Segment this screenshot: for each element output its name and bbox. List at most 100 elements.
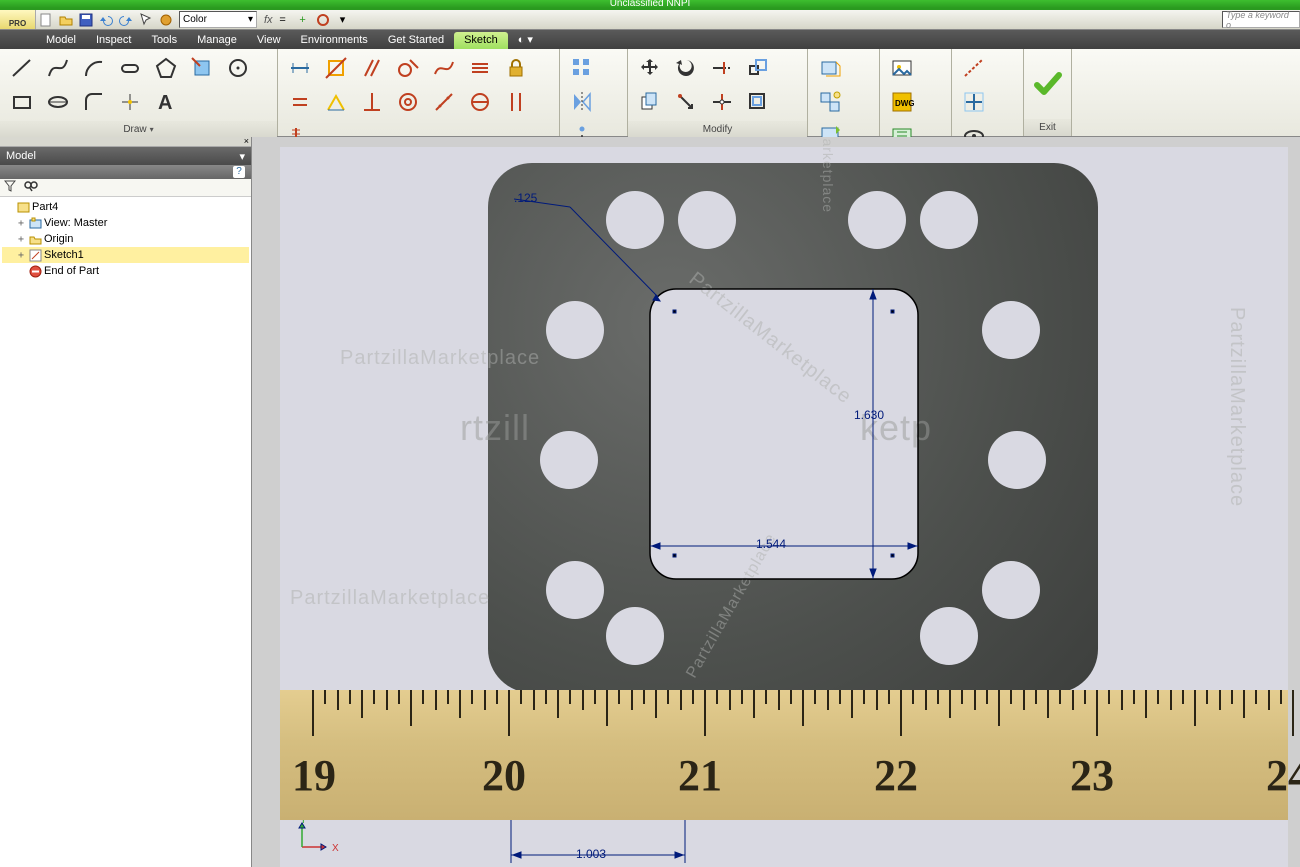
project-geometry-icon[interactable] xyxy=(185,52,219,84)
dim-below[interactable]: 1.003 xyxy=(574,847,608,861)
tree-twisty-icon[interactable]: + xyxy=(16,218,26,229)
ruler-tick xyxy=(545,690,547,704)
extend-tool-icon[interactable] xyxy=(669,86,703,118)
parallel-constraint-icon[interactable] xyxy=(355,52,389,84)
tree-node-view-master[interactable]: +View: Master xyxy=(2,215,249,231)
concentric-constraint-icon[interactable] xyxy=(391,86,425,118)
tab-sketch[interactable]: Sketch xyxy=(454,32,508,49)
polygon-tool-icon[interactable] xyxy=(149,52,183,84)
ruler-tick xyxy=(1268,690,1270,710)
make-components-icon[interactable] xyxy=(813,86,847,118)
search-browser-icon[interactable] xyxy=(24,179,38,197)
view-icon xyxy=(28,216,42,230)
equals-icon[interactable]: = xyxy=(274,11,292,29)
ruler-tick xyxy=(520,690,522,704)
app-menu-button[interactable]: PRO xyxy=(0,10,36,29)
tree-twisty-icon[interactable]: + xyxy=(16,234,26,245)
scale-tool-icon[interactable] xyxy=(741,52,775,84)
smooth-constraint-icon[interactable] xyxy=(427,52,461,84)
point-tool-icon[interactable] xyxy=(113,86,147,118)
tab-manage[interactable]: Manage xyxy=(187,32,247,49)
lock-constraint-icon[interactable] xyxy=(499,52,533,84)
tree-node-end-of-part[interactable]: End of Part xyxy=(2,263,249,279)
tab-tools[interactable]: Tools xyxy=(141,32,187,49)
dim-leader[interactable]: .125 xyxy=(512,191,539,205)
open-file-icon[interactable] xyxy=(57,11,75,29)
horizontal-constraint-icon[interactable] xyxy=(463,86,497,118)
redo-icon[interactable] xyxy=(117,11,135,29)
line-tool-icon[interactable] xyxy=(5,52,39,84)
plus-icon[interactable]: + xyxy=(294,11,312,29)
browser-close-icon[interactable]: × xyxy=(244,136,249,146)
text-tool-icon[interactable]: A xyxy=(149,86,183,118)
split-tool-icon[interactable] xyxy=(705,86,739,118)
centerline-icon[interactable] xyxy=(957,86,991,118)
trim-tool-icon[interactable] xyxy=(705,52,739,84)
tab-inspect[interactable]: Inspect xyxy=(86,32,141,49)
model-tree[interactable]: Part4+View: Master+Origin+Sketch1End of … xyxy=(0,197,251,867)
appearance-combo[interactable]: Color▾ xyxy=(179,11,257,28)
circle-tool-icon[interactable] xyxy=(221,52,255,84)
finish-sketch-button[interactable] xyxy=(1029,52,1066,116)
perpendicular-constraint-icon[interactable] xyxy=(355,86,389,118)
construction-line-icon[interactable] xyxy=(957,52,991,84)
symmetric-constraint-icon[interactable] xyxy=(463,52,497,84)
coincident-constraint-icon[interactable] xyxy=(319,52,353,84)
tab-view[interactable]: View xyxy=(247,32,291,49)
copy-tool-icon[interactable] xyxy=(633,86,667,118)
keyword-search-input[interactable]: Type a keyword o xyxy=(1222,11,1300,28)
make-part-icon[interactable] xyxy=(813,52,847,84)
ruler-tick xyxy=(900,690,902,736)
tab-appearance-toggle[interactable]: ◐ ▾ xyxy=(508,32,543,49)
browser-help-icon[interactable]: ? xyxy=(233,166,245,178)
vertical-constraint-icon[interactable] xyxy=(499,86,533,118)
filter-icon[interactable] xyxy=(4,179,16,197)
ruler-image: 192021222324 xyxy=(280,690,1288,820)
slot-tool-icon[interactable] xyxy=(113,52,147,84)
dim-height[interactable]: 1.630 xyxy=(852,408,886,422)
model-browser: × Model▾ ? Part4+View: Master+Origin+Ske… xyxy=(0,137,252,867)
tree-node-sketch1[interactable]: +Sketch1 xyxy=(2,247,249,263)
panel-draw-label[interactable]: Draw xyxy=(0,121,277,138)
auto-dimension-icon[interactable] xyxy=(319,86,353,118)
viewport[interactable]: PartzillaMarketplace PartzillaMarketplac… xyxy=(252,137,1300,867)
rotate-tool-icon[interactable] xyxy=(669,52,703,84)
dimension-icon[interactable] xyxy=(283,52,317,84)
browser-title-bar[interactable]: Model▾ xyxy=(0,147,251,165)
material-icon[interactable] xyxy=(157,11,175,29)
tangent-constraint-icon[interactable] xyxy=(391,52,425,84)
tab-environments[interactable]: Environments xyxy=(291,32,378,49)
tree-twisty-icon[interactable]: + xyxy=(16,250,26,261)
new-file-icon[interactable] xyxy=(37,11,55,29)
fillet-tool-icon[interactable] xyxy=(77,86,111,118)
spline-tool-icon[interactable] xyxy=(41,52,75,84)
ellipse-tool-icon[interactable] xyxy=(41,86,75,118)
qat-dropdown-icon[interactable]: ▾ xyxy=(334,11,352,29)
save-icon[interactable] xyxy=(77,11,95,29)
record-icon[interactable] xyxy=(314,11,332,29)
ruler-tick xyxy=(986,690,988,704)
tree-node-origin[interactable]: +Origin xyxy=(2,231,249,247)
equal-constraint-icon[interactable] xyxy=(283,86,317,118)
browser-toolbar xyxy=(0,179,251,197)
tree-node-part4[interactable]: Part4 xyxy=(2,199,249,215)
fx-label[interactable]: fx xyxy=(264,14,273,26)
mirror-tool-icon[interactable] xyxy=(565,86,599,118)
offset-tool-icon[interactable] xyxy=(741,86,775,118)
insert-autocad-icon[interactable]: DWG xyxy=(885,86,919,118)
ruler-tick xyxy=(386,690,388,710)
move-tool-icon[interactable] xyxy=(633,52,667,84)
undo-icon[interactable] xyxy=(97,11,115,29)
arc-tool-icon[interactable] xyxy=(77,52,111,84)
select-icon[interactable] xyxy=(137,11,155,29)
collinear-constraint-icon[interactable] xyxy=(427,86,461,118)
rectangle-tool-icon[interactable] xyxy=(5,86,39,118)
tab-get-started[interactable]: Get Started xyxy=(378,32,454,49)
rectangular-pattern-icon[interactable] xyxy=(565,52,599,84)
tab-model[interactable]: Model xyxy=(36,32,86,49)
insert-image-icon[interactable] xyxy=(885,52,919,84)
ruler-tick xyxy=(557,690,559,718)
dim-width[interactable]: 1.544 xyxy=(754,537,788,551)
ruler-tick xyxy=(949,690,951,718)
ruler-number: 22 xyxy=(874,750,918,801)
